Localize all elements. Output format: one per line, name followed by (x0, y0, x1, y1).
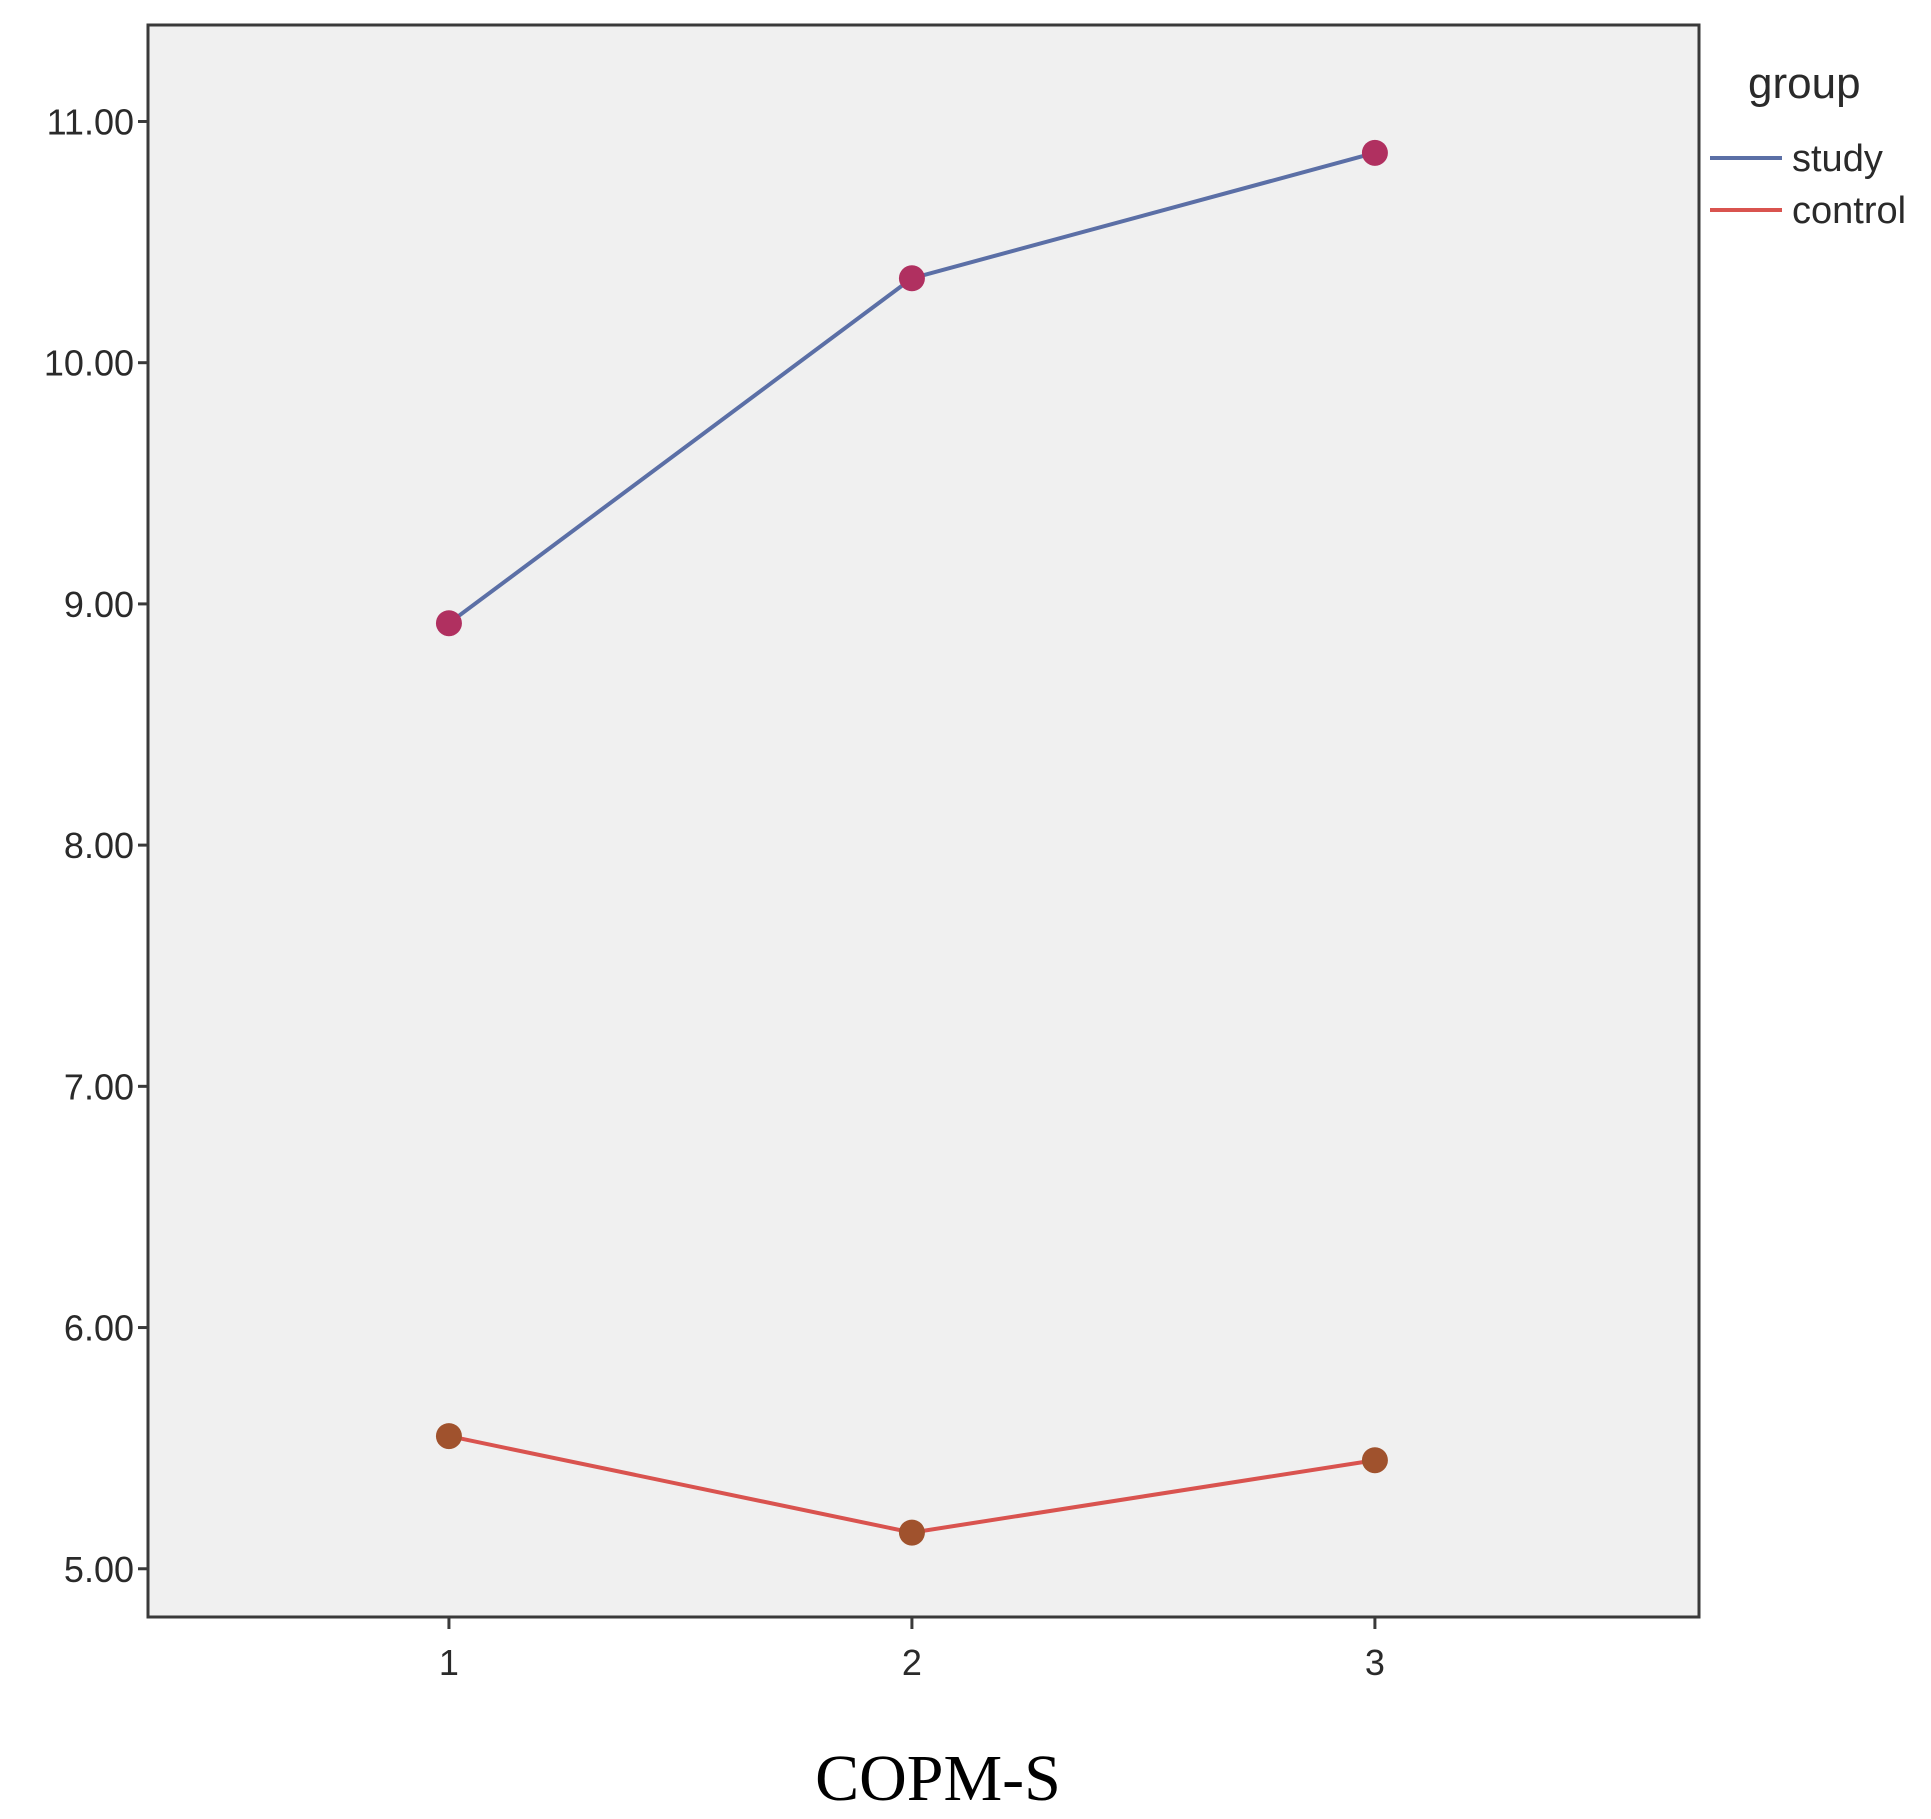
legend: group study control (1710, 59, 1906, 232)
data-point-control (898, 1519, 925, 1546)
data-point-study (898, 265, 925, 292)
x-axis-title: COPM-S (815, 1742, 1061, 1815)
legend-item-control: control (1710, 190, 1906, 232)
x-tick-label: 2 (902, 1642, 922, 1683)
x-axis: 1 2 3 (439, 1617, 1385, 1683)
x-tick-label: 3 (1365, 1642, 1385, 1683)
y-tick-label: 5.00 (64, 1549, 134, 1590)
data-point-control (435, 1423, 462, 1450)
y-tick-label: 9.00 (64, 584, 134, 625)
y-axis: 5.00 6.00 7.00 8.00 9.00 10.00 11.00 (44, 101, 148, 1590)
plot-area (146, 23, 1701, 1619)
y-tick-label: 10.00 (44, 343, 134, 384)
series-control (435, 1423, 1388, 1546)
legend-label: control (1792, 190, 1906, 232)
series-layer (435, 139, 1388, 1546)
y-tick-label: 8.00 (64, 825, 134, 866)
y-tick-label: 11.00 (47, 101, 134, 142)
legend-label: study (1792, 138, 1883, 180)
series-study (435, 139, 1388, 637)
data-point-control (1361, 1447, 1388, 1474)
x-tick-label: 1 (439, 1642, 459, 1683)
data-point-study (1361, 139, 1388, 166)
legend-title: group (1748, 59, 1861, 108)
y-tick-label: 6.00 (64, 1308, 134, 1349)
legend-item-study: study (1710, 138, 1883, 180)
y-tick-label: 7.00 (64, 1066, 134, 1107)
data-point-study (435, 610, 462, 637)
